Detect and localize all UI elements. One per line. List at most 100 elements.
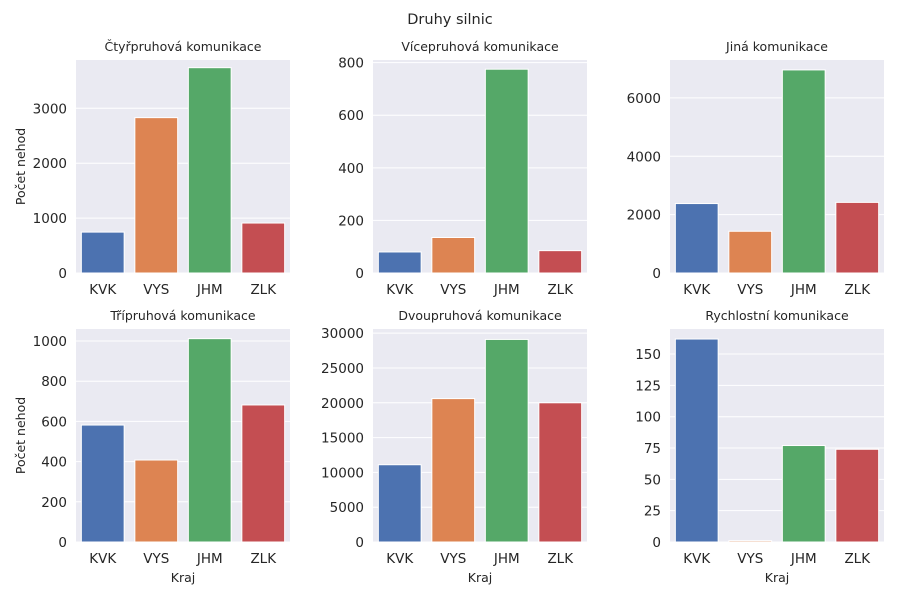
figure-title: Druhy silnic bbox=[407, 12, 493, 28]
x-tick-label: ZLK bbox=[250, 282, 277, 298]
bar-zlk bbox=[538, 250, 583, 274]
x-tick-label: KVK bbox=[386, 551, 414, 567]
y-tick-label: 150 bbox=[635, 347, 661, 363]
y-tick-label: 400 bbox=[41, 455, 67, 471]
subplot-2: 0 200 400 600 800 KVK VYS JHM ZLK Vícepruhová kom… bbox=[338, 39, 587, 298]
bar-jhm bbox=[187, 338, 232, 543]
y-tick-label: 0 bbox=[58, 266, 67, 282]
y-tick-label: 2000 bbox=[627, 208, 661, 224]
y-tick-label: 125 bbox=[635, 378, 661, 394]
subplot-title: Vícepruhová komunikace bbox=[401, 39, 559, 54]
y-tick-label: 20000 bbox=[321, 396, 364, 412]
subplot-title: Dvoupruhová komunikace bbox=[398, 308, 562, 323]
x-tick-label: ZLK bbox=[547, 282, 574, 298]
bar-zlk bbox=[241, 404, 286, 543]
y-tick-label: 75 bbox=[644, 441, 661, 457]
y-tick-label: 6000 bbox=[627, 91, 661, 107]
subplot-3: 0 2000 4000 6000 KVK VYS JHM ZLK Jiná komunikace bbox=[627, 39, 884, 298]
y-tick-label: 30000 bbox=[321, 326, 364, 342]
y-tick-label: 800 bbox=[41, 374, 67, 390]
subplot-title: Třípruhová komunikace bbox=[109, 308, 255, 323]
subplot-1: 0 1000 2000 3000 KVK VYS JHM ZLK Čtyřpruhová kom… bbox=[13, 39, 290, 298]
y-tick-label: 10000 bbox=[321, 465, 364, 481]
x-tick-label: ZLK bbox=[250, 551, 277, 567]
bar-jhm bbox=[781, 445, 826, 543]
x-tick-label: KVK bbox=[386, 282, 414, 298]
x-axis-label: Kraj bbox=[171, 570, 195, 585]
x-tick-label: VYS bbox=[143, 282, 169, 298]
y-tick-label: 3000 bbox=[33, 101, 67, 117]
y-tick-label: 15000 bbox=[321, 431, 364, 447]
y-tick-label: 0 bbox=[58, 535, 67, 551]
subplot-5: 0 5000 10000 15000 20000 25000 30000 KVK VYS JHM Z… bbox=[321, 308, 587, 585]
y-axis-label: Počet nehod bbox=[13, 397, 28, 474]
x-tick-label: VYS bbox=[737, 282, 763, 298]
bar-kvk bbox=[80, 424, 125, 543]
x-tick-label: JHM bbox=[196, 551, 223, 567]
bar-vys bbox=[431, 398, 476, 543]
y-tick-label: 2000 bbox=[33, 156, 67, 172]
y-tick-label: 1000 bbox=[33, 334, 67, 350]
y-tick-label: 200 bbox=[338, 213, 364, 229]
y-tick-label: 0 bbox=[652, 266, 661, 282]
y-tick-label: 400 bbox=[338, 161, 364, 177]
x-tick-label: JHM bbox=[493, 551, 520, 567]
bar-zlk bbox=[241, 222, 286, 274]
bar-jhm bbox=[484, 68, 529, 274]
x-tick-label: ZLK bbox=[547, 551, 574, 567]
subplot-title: Rychlostní komunikace bbox=[705, 308, 849, 323]
bar-kvk bbox=[80, 231, 125, 274]
bar-zlk bbox=[835, 448, 880, 543]
bar-kvk bbox=[674, 338, 719, 543]
bar-vys bbox=[134, 459, 179, 543]
x-tick-label: VYS bbox=[143, 551, 169, 567]
bar-kvk bbox=[674, 203, 719, 274]
y-tick-label: 200 bbox=[41, 495, 67, 511]
x-tick-label: KVK bbox=[683, 282, 711, 298]
y-tick-label: 25000 bbox=[321, 361, 364, 377]
y-tick-label: 0 bbox=[652, 535, 661, 551]
x-tick-label: ZLK bbox=[844, 551, 871, 567]
x-tick-label: JHM bbox=[790, 282, 817, 298]
bar-vys bbox=[134, 117, 179, 274]
bar-jhm bbox=[781, 69, 826, 274]
subplot-6: 0 25 50 75 100 125 150 KVK VYS JHM ZLK Rychlostní k… bbox=[635, 308, 884, 585]
y-tick-label: 50 bbox=[644, 472, 661, 488]
x-axis-label: Kraj bbox=[765, 570, 789, 585]
bar-kvk bbox=[377, 251, 422, 274]
x-tick-label: JHM bbox=[493, 282, 520, 298]
y-tick-label: 600 bbox=[41, 414, 67, 430]
x-tick-label: KVK bbox=[89, 551, 117, 567]
y-axis-label: Počet nehod bbox=[13, 128, 28, 205]
x-tick-label: ZLK bbox=[844, 282, 871, 298]
y-tick-label: 1000 bbox=[33, 211, 67, 227]
y-tick-label: 0 bbox=[355, 535, 364, 551]
x-tick-label: VYS bbox=[737, 551, 763, 567]
x-tick-label: KVK bbox=[683, 551, 711, 567]
y-tick-label: 600 bbox=[338, 108, 364, 124]
bar-jhm bbox=[484, 338, 529, 543]
bar-zlk bbox=[538, 402, 583, 543]
x-axis-label: Kraj bbox=[468, 570, 492, 585]
y-tick-label: 5000 bbox=[330, 500, 364, 516]
y-tick-label: 800 bbox=[338, 56, 364, 72]
y-tick-label: 4000 bbox=[627, 149, 661, 165]
bar-vys bbox=[728, 540, 773, 543]
bar-jhm bbox=[187, 67, 232, 274]
y-tick-label: 100 bbox=[635, 410, 661, 426]
x-tick-label: JHM bbox=[196, 282, 223, 298]
plot-area bbox=[373, 60, 587, 273]
y-tick-label: 25 bbox=[644, 504, 661, 520]
x-tick-label: VYS bbox=[440, 282, 466, 298]
subplot-title: Jiná komunikace bbox=[725, 39, 828, 54]
x-tick-label: KVK bbox=[89, 282, 117, 298]
bar-vys bbox=[728, 230, 773, 274]
x-tick-label: JHM bbox=[790, 551, 817, 567]
x-tick-label: VYS bbox=[440, 551, 466, 567]
y-tick-label: 0 bbox=[355, 266, 364, 282]
subplot-4: 0 200 400 600 800 1000 KVK VYS JHM ZLK Třípruhová … bbox=[13, 308, 290, 585]
bar-kvk bbox=[377, 464, 422, 543]
bar-zlk bbox=[835, 201, 880, 274]
